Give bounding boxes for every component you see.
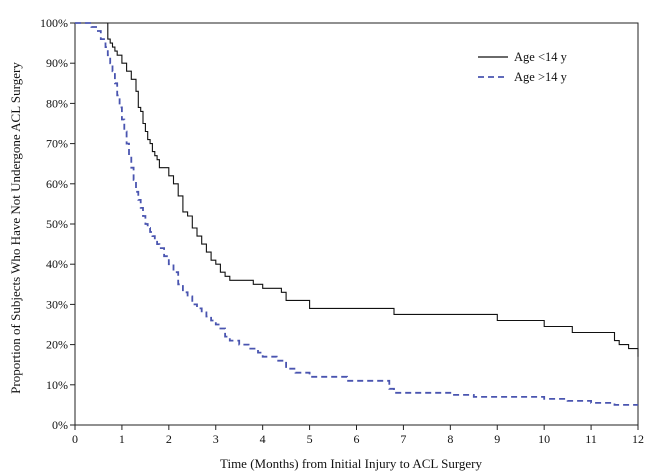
y-tick-label: 90%	[46, 56, 68, 70]
y-tick-label: 0%	[52, 418, 68, 432]
y-axis-label: Proportion of Subjects Who Have Not Unde…	[8, 62, 23, 394]
y-tick-label: 30%	[46, 297, 68, 311]
x-tick-label: 3	[213, 432, 219, 446]
x-tick-label: 4	[260, 432, 266, 446]
y-tick-label: 80%	[46, 96, 68, 110]
x-tick-label: 10	[538, 432, 550, 446]
y-tick-label: 100%	[40, 16, 68, 30]
legend-label-age-over-14: Age >14 y	[514, 70, 568, 84]
y-tick-label: 20%	[46, 338, 68, 352]
y-tick-label: 10%	[46, 378, 68, 392]
legend: Age <14 y Age >14 y	[478, 50, 568, 84]
x-tick-label: 1	[119, 432, 125, 446]
x-tick-label: 6	[354, 432, 360, 446]
x-tick-label: 2	[166, 432, 172, 446]
x-axis-ticks: 0 1 2 3 4 5 6 7 8 9 10 11 12	[72, 425, 644, 446]
series-layer	[75, 22, 639, 406]
y-tick-label: 40%	[46, 257, 68, 271]
legend-label-age-under-14: Age <14 y	[514, 50, 568, 64]
x-tick-label: 8	[447, 432, 453, 446]
series-line-age-under-14	[75, 22, 639, 357]
y-tick-label: 50%	[46, 217, 68, 231]
x-axis-label: Time (Months) from Initial Injury to ACL…	[220, 456, 483, 471]
x-tick-label: 12	[632, 432, 644, 446]
y-axis-ticks: 0% 10% 20% 30% 40% 50% 60% 70% 80% 90% 100%	[40, 16, 75, 432]
x-tick-label: 11	[585, 432, 597, 446]
x-tick-label: 5	[307, 432, 313, 446]
x-tick-label: 0	[72, 432, 78, 446]
y-tick-label: 70%	[46, 137, 68, 151]
x-tick-label: 7	[400, 432, 406, 446]
y-tick-label: 60%	[46, 177, 68, 191]
x-tick-label: 9	[494, 432, 500, 446]
